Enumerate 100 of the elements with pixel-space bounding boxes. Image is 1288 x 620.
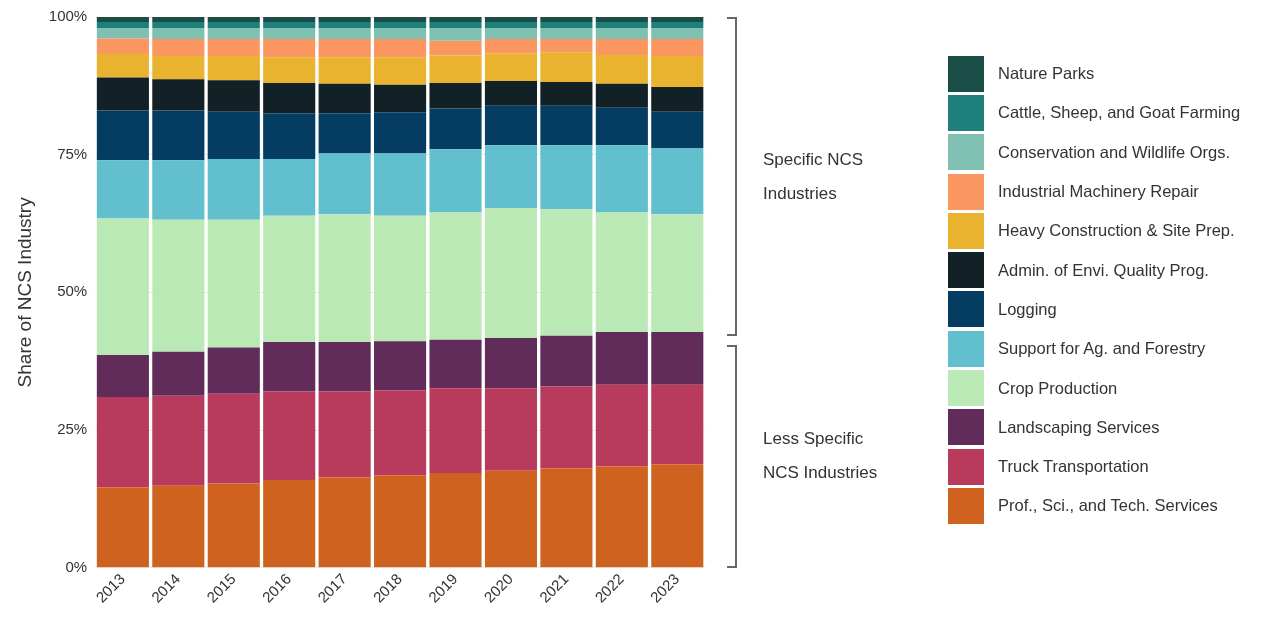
bar [651, 21, 704, 29]
bar [207, 111, 260, 160]
bar [484, 21, 538, 29]
bar [152, 39, 205, 57]
legend-label: Truck Transportation [998, 457, 1149, 477]
text: Specific NCS Industries [763, 148, 865, 205]
bar [263, 480, 316, 568]
bar [651, 39, 704, 57]
bar [374, 215, 427, 342]
bar [595, 28, 648, 40]
bar [263, 83, 316, 114]
bar [96, 355, 149, 397]
bar [651, 28, 704, 40]
bar [484, 388, 538, 471]
y-tick-label: 0% [65, 557, 88, 575]
bar [595, 55, 648, 84]
bar [374, 390, 427, 476]
bar [595, 21, 648, 29]
bar [651, 384, 704, 465]
legend-label: Industrial Machinery Repair [998, 182, 1199, 202]
bar [374, 112, 427, 154]
bar [207, 28, 260, 40]
bar [540, 52, 593, 82]
bar [96, 28, 149, 39]
bar [207, 483, 260, 568]
legend-label: Cattle, Sheep, and Goat Farming [998, 103, 1241, 123]
y-axis-title: Share of NCS Industry [13, 196, 35, 388]
bar [484, 145, 538, 209]
bar [651, 111, 704, 149]
bar [318, 21, 371, 29]
bar [540, 39, 593, 53]
bar [96, 160, 149, 219]
bar [96, 218, 149, 356]
bar [263, 57, 316, 84]
bar [207, 80, 260, 112]
bar [595, 212, 648, 332]
bar [651, 17, 704, 22]
bar [207, 17, 260, 22]
bar [374, 153, 427, 216]
bar [318, 477, 371, 568]
bar [540, 81, 593, 106]
legend-label: Nature Parks [998, 64, 1095, 84]
bar [374, 475, 427, 568]
bar [374, 39, 427, 58]
bar [540, 145, 593, 210]
bar [152, 21, 205, 29]
bar [318, 341, 371, 392]
text: Less Specific NCS Industries [763, 428, 879, 485]
bar [429, 212, 482, 340]
bar [96, 396, 149, 488]
bar [263, 21, 316, 29]
bar [651, 331, 704, 385]
legend-label: Conservation and Wildlife Orgs. [998, 142, 1231, 162]
bar [651, 56, 704, 87]
bar [263, 391, 316, 481]
bar [374, 57, 427, 85]
bar [96, 17, 149, 22]
bar [484, 105, 538, 146]
bar [484, 470, 538, 568]
bar [651, 148, 704, 215]
legend-label: Support for Ag. and Forestry [998, 339, 1206, 359]
bar [595, 107, 648, 146]
bar [374, 17, 427, 22]
bar [207, 39, 260, 57]
bar [429, 83, 482, 109]
bar [374, 341, 427, 391]
bar [429, 40, 482, 56]
legend-label: Heavy Construction & Site Prep. [998, 221, 1235, 241]
bar [152, 395, 205, 486]
bar [263, 159, 316, 216]
bar [318, 57, 371, 84]
bar [96, 53, 149, 78]
bar [96, 110, 149, 161]
bar [429, 28, 482, 41]
bar [152, 110, 205, 161]
bar [374, 21, 427, 29]
legend-label: Logging [998, 299, 1057, 319]
bar [484, 28, 538, 40]
bar [595, 466, 648, 568]
bar [152, 56, 205, 80]
bar [429, 388, 482, 473]
legend-label: Prof., Sci., and Tech. Services [998, 496, 1218, 516]
bar [318, 391, 371, 478]
bar [152, 485, 205, 568]
bar [96, 38, 149, 54]
bar [429, 339, 482, 389]
bar [318, 17, 371, 22]
y-tick-label: 50% [57, 282, 88, 300]
bar [152, 17, 205, 22]
bar [429, 55, 482, 84]
legend-label: Landscaping Services [998, 417, 1160, 437]
y-tick-label: 100% [48, 7, 88, 25]
bar [263, 341, 316, 392]
bar [318, 83, 371, 114]
bar [429, 149, 482, 213]
y-tick-label: 75% [57, 144, 88, 162]
bar [318, 214, 371, 342]
bar [374, 28, 427, 40]
bar [318, 113, 371, 154]
bar [207, 219, 260, 348]
